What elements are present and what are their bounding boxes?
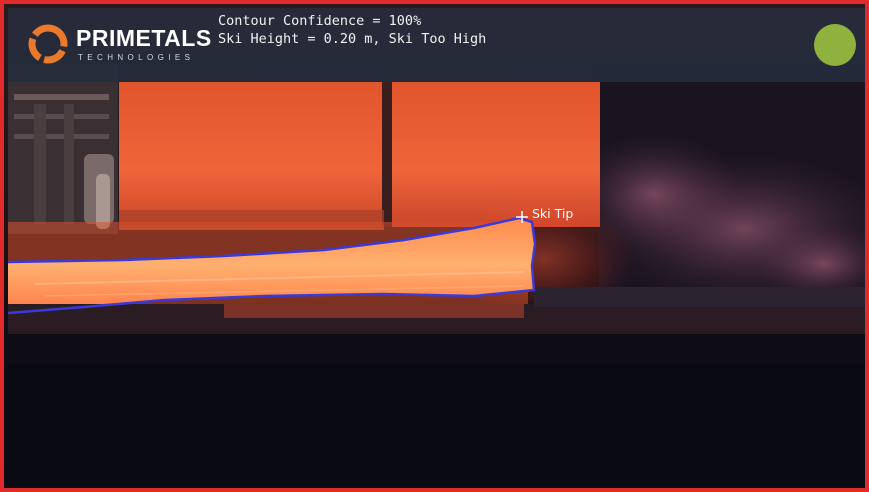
primetals-ring-logo-icon <box>28 24 68 64</box>
slab-contour <box>7 216 537 315</box>
ski-height-text: Ski Height = 0.20 m, Ski Too High <box>218 31 487 47</box>
crosshair-icon <box>516 211 528 223</box>
brand-name: PRIMETALS <box>76 25 212 51</box>
contour-confidence-text: Contour Confidence = 100% <box>218 13 422 29</box>
camera-scene <box>4 4 865 488</box>
overlay-header: PRIMETALS TECHNOLOGIES Contour Confidenc… <box>8 8 865 82</box>
brand-logo: PRIMETALS TECHNOLOGIES <box>26 22 216 66</box>
brand-subtitle: TECHNOLOGIES <box>78 53 195 62</box>
ski-tip-label: Ski Tip <box>532 206 574 221</box>
status-indicator-dot <box>814 24 856 66</box>
measurement-readout: Contour Confidence = 100% Ski Height = 0… <box>218 12 486 48</box>
